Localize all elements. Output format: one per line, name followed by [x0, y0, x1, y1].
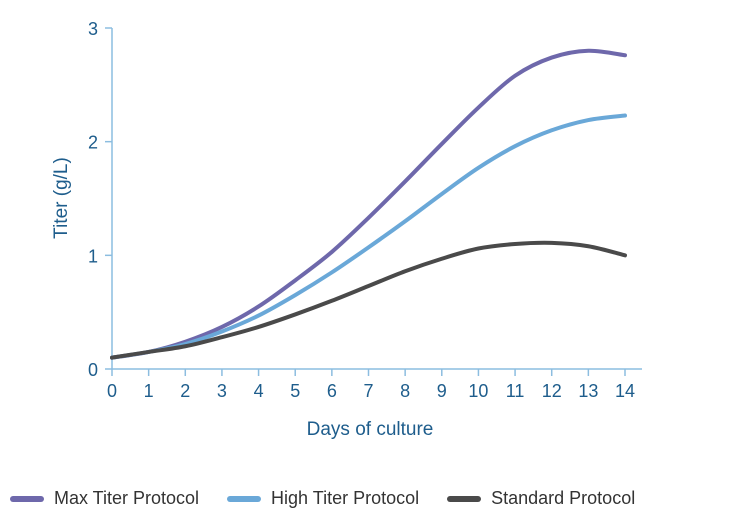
- x-tick-label: 1: [144, 381, 154, 401]
- x-tick-label: 0: [107, 381, 117, 401]
- legend-swatch: [447, 495, 482, 502]
- series-line-max-titer-protocol: [110, 48, 627, 360]
- x-tick-label: 9: [437, 381, 447, 401]
- x-tick-label: 11: [506, 381, 525, 401]
- x-tick-label: 5: [290, 381, 300, 401]
- x-tick-label: 8: [400, 381, 410, 401]
- series-line-standard-protocol: [110, 240, 627, 360]
- y-tick-label: 3: [88, 19, 98, 39]
- legend-item: Standard Protocol: [447, 488, 635, 509]
- legend-label: High Titer Protocol: [271, 488, 420, 508]
- x-tick-label: 4: [254, 381, 264, 401]
- x-tick-label: 14: [615, 381, 635, 401]
- x-axis-title: Days of culture: [307, 419, 434, 440]
- x-tick-label: 2: [180, 381, 190, 401]
- legend-item: High Titer Protocol: [227, 488, 419, 509]
- x-tick-label: 12: [542, 381, 562, 401]
- series-line-high-titer-protocol: [110, 113, 627, 360]
- x-tick-label: 3: [217, 381, 227, 401]
- legend: Max Titer Protocol High Titer Protocol Sta…: [10, 488, 663, 509]
- y-tick-label: 2: [88, 133, 98, 153]
- x-tick-label: 6: [327, 381, 337, 401]
- y-tick-label: 1: [88, 246, 98, 266]
- y-axis-title: Titer (g/L): [51, 157, 72, 239]
- legend-swatch: [10, 495, 44, 502]
- legend-label: Standard Protocol: [491, 488, 636, 508]
- legend-label: Max Titer Protocol: [54, 488, 200, 508]
- legend-swatch: [227, 495, 262, 502]
- y-tick-label: 0: [88, 360, 98, 380]
- x-tick-label: 10: [468, 381, 488, 401]
- legend-item: Max Titer Protocol: [10, 488, 199, 509]
- x-tick-label: 13: [578, 381, 598, 401]
- x-tick-label: 7: [363, 381, 373, 401]
